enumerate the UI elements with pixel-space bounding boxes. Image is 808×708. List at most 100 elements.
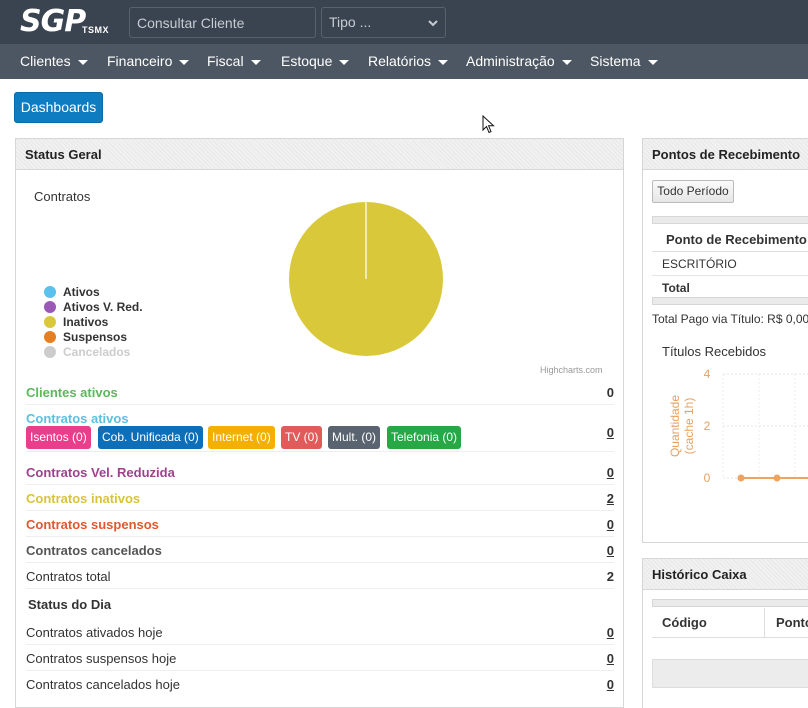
badge-tv[interactable]: TV (0) [281, 426, 323, 449]
main-nav: Clientes Financeiro Fiscal Estoque Relat… [0, 44, 808, 79]
stat-label: Contratos Vel. Reduzida [26, 465, 175, 480]
stat-value-link[interactable]: 2 [606, 491, 614, 506]
stat-contratos-ativos: Contratos ativos 0 [26, 405, 614, 452]
badge-mult[interactable]: Mult. (0) [328, 426, 381, 449]
stat-value-link[interactable]: 0 [606, 517, 614, 532]
legend-dot-icon [44, 346, 56, 358]
stat-contratos-total: Contratos total 2 [26, 563, 614, 589]
col-divider [764, 608, 765, 638]
pontos-recebimento-panel: Pontos de Recebimento Todo Período Ponto… [642, 138, 808, 543]
nav-sistema[interactable]: Sistema [590, 44, 658, 79]
caret-down-icon [438, 59, 449, 65]
stat-cancelados-hoje: Contratos cancelados hoje 0 [26, 671, 614, 697]
table-total: Total [662, 281, 690, 295]
stat-value-link[interactable]: 0 [606, 425, 614, 440]
nav-relatorios[interactable]: Relatórios [368, 44, 449, 79]
stat-value-link[interactable]: 0 [606, 543, 614, 558]
panel-title: Pontos de Recebimento [643, 139, 808, 170]
mouse-cursor-icon [482, 115, 495, 134]
stat-ativados-hoje: Contratos ativados hoje 0 [26, 619, 614, 645]
dashboards-button[interactable]: Dashboards [14, 92, 103, 123]
stat-contratos-cancelados: Contratos cancelados 0 [26, 537, 614, 563]
badge-telefonia[interactable]: Telefonia (0) [387, 426, 462, 449]
stat-contratos-vel-reduzida: Contratos Vel. Reduzida 0 [26, 459, 614, 485]
stat-label: Contratos total [26, 569, 111, 584]
col-ponto[interactable]: Ponto [776, 615, 808, 630]
nav-financeiro[interactable]: Financeiro [107, 44, 190, 79]
top-bar: SGP TSMX Tipo ... [0, 0, 808, 44]
search-input[interactable] [129, 7, 316, 38]
stat-value-link[interactable]: 0 [606, 651, 614, 666]
badge-cob-unificada[interactable]: Cob. Unificada (0) [98, 426, 203, 449]
caret-down-icon [339, 59, 350, 65]
chart-legend: Ativos Ativos V. Red. Inativos Suspensos… [44, 285, 143, 360]
table-top-bar [652, 599, 808, 607]
y-axis-label-sub: (cache 1h) [682, 398, 696, 455]
data-point[interactable] [737, 474, 745, 482]
stat-label: Contratos ativados hoje [26, 625, 163, 640]
nav-clientes[interactable]: Clientes [20, 44, 88, 79]
hist-table-header: Código Ponto [652, 608, 808, 638]
badge-internet[interactable]: Internet (0) [208, 426, 275, 449]
contracts-pie-chart[interactable] [286, 199, 446, 359]
type-select[interactable]: Tipo ... [321, 7, 446, 38]
total-pago-titulo: Total Pago via Título: R$ 0,00 [652, 312, 808, 326]
legend-dot-icon [44, 286, 56, 298]
historico-caixa-panel: Histórico Caixa Código Ponto [642, 558, 808, 708]
table-bottom-bar [652, 297, 808, 305]
legend-item[interactable]: Inativos [44, 315, 143, 330]
y-tick-label: 4 [704, 367, 711, 381]
hist-table-body [652, 659, 808, 688]
legend-item[interactable]: Ativos [44, 285, 143, 300]
stat-value-link[interactable]: 0 [606, 465, 614, 480]
legend-dot-icon [44, 331, 56, 343]
logo-main: SGP [20, 4, 86, 39]
table-top-bar [652, 216, 808, 224]
logo[interactable]: SGP TSMX [20, 4, 110, 39]
panel-title: Status Geral [16, 139, 623, 170]
titulos-recebidos-chart: 420 Quantidade (cache 1h) 1/112/113/11 [668, 367, 808, 484]
stat-clientes-ativos: Clientes ativos 0 [26, 379, 614, 405]
content-area: Dashboards Status Geral Contratos Ativos… [0, 79, 808, 708]
stat-value-link[interactable]: 0 [606, 625, 614, 640]
caret-down-icon [77, 59, 88, 65]
status-do-dia-title: Status do Dia [28, 597, 112, 612]
chevron-down-icon [428, 20, 438, 27]
stat-contratos-inativos: Contratos inativos 2 [26, 485, 614, 511]
y-axis-label: Quantidade [668, 395, 682, 457]
legend-item[interactable]: Cancelados [44, 345, 143, 360]
y-tick-label: 0 [704, 471, 711, 484]
stat-value: 0 [606, 385, 614, 400]
stat-value: 2 [606, 569, 614, 584]
stat-label: Contratos suspensos hoje [26, 651, 177, 666]
todo-periodo-button[interactable]: Todo Período [652, 180, 734, 203]
stat-value-link[interactable]: 0 [606, 677, 614, 692]
panel-title: Histórico Caixa [643, 559, 808, 590]
data-point[interactable] [773, 474, 781, 482]
mini-chart-title: Títulos Recebidos [662, 344, 767, 359]
table-header-ponto[interactable]: Ponto de Recebimento [652, 225, 808, 252]
logo-sub: TSMX [82, 25, 110, 35]
stat-label: Contratos ativos [26, 411, 129, 426]
nav-estoque[interactable]: Estoque [281, 44, 350, 79]
col-codigo[interactable]: Código [662, 615, 707, 630]
legend-item[interactable]: Ativos V. Red. [44, 300, 143, 315]
stat-label: Clientes ativos [26, 385, 118, 400]
stat-label: Contratos inativos [26, 491, 141, 506]
nav-administracao[interactable]: Administração [466, 44, 572, 79]
stat-suspensos-hoje: Contratos suspensos hoje 0 [26, 645, 614, 671]
stat-contratos-suspensos: Contratos suspensos 0 [26, 511, 614, 537]
legend-dot-icon [44, 301, 56, 313]
caret-down-icon [179, 59, 190, 65]
type-select-value: Tipo ... [329, 14, 372, 30]
badge-isentos[interactable]: Isentos (0) [26, 426, 91, 449]
legend-dot-icon [44, 316, 56, 328]
nav-fiscal[interactable]: Fiscal [207, 44, 261, 79]
caret-down-icon [561, 59, 572, 65]
legend-item[interactable]: Suspensos [44, 330, 143, 345]
stat-label: Contratos cancelados [26, 543, 162, 558]
chart-title: Contratos [34, 189, 91, 204]
table-row: ESCRITÓRIO [652, 252, 808, 276]
chart-credit[interactable]: Highcharts.com [540, 365, 603, 375]
y-tick-label: 2 [704, 419, 711, 433]
